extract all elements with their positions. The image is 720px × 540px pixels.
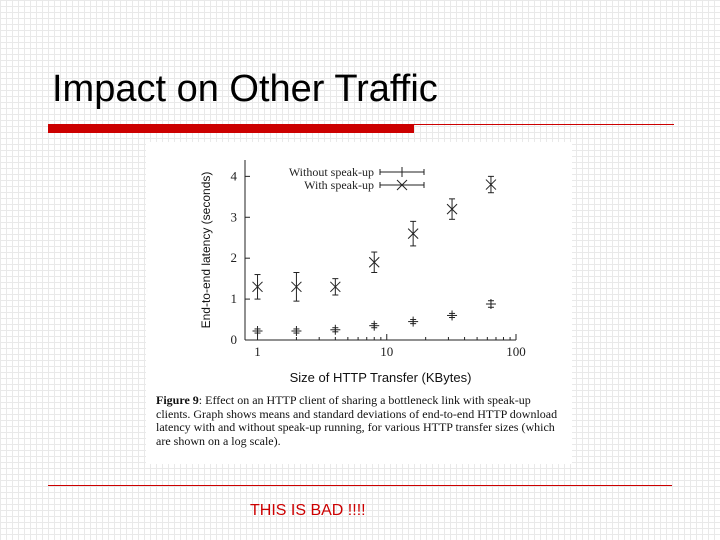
caption-text: : Effect on an HTTP client of sharing a … xyxy=(156,393,558,448)
x-axis-label: Size of HTTP Transfer (KBytes) xyxy=(290,370,472,385)
point-with-speakup xyxy=(407,228,419,239)
y-tick-label: 2 xyxy=(231,250,238,265)
legend-marker xyxy=(396,179,408,191)
point-without-speakup xyxy=(252,326,263,336)
x-tick-label: 1 xyxy=(254,344,261,359)
bottom-rule xyxy=(48,485,672,486)
slide-title: Impact on Other Traffic xyxy=(52,68,438,110)
y-tick-label: 3 xyxy=(231,209,238,224)
point-without-speakup xyxy=(485,299,496,309)
title-rule xyxy=(414,124,674,125)
caption-label: Figure 9 xyxy=(156,393,199,407)
x-tick-label: 10 xyxy=(380,344,393,359)
point-with-speakup xyxy=(446,203,458,215)
point-without-speakup xyxy=(408,316,419,327)
y-axis-label: End-to-end latency (seconds) xyxy=(199,172,213,329)
point-with-speakup xyxy=(329,281,341,293)
point-with-speakup xyxy=(291,281,302,293)
y-tick-label: 0 xyxy=(231,332,238,347)
point-without-speakup xyxy=(330,324,341,335)
point-without-speakup xyxy=(369,320,380,331)
latency-chart: 0 1 2 3 4 1 10 100 Size of HTTP Transfer (KBytes… xyxy=(199,160,526,385)
title-accent-bar xyxy=(48,124,414,133)
legend-marker xyxy=(397,167,407,177)
y-tick-label: 4 xyxy=(231,168,238,183)
point-without-speakup xyxy=(447,310,458,321)
point-with-speakup xyxy=(252,281,263,293)
point-without-speakup xyxy=(291,326,302,336)
point-with-speakup xyxy=(485,179,497,190)
point-with-speakup xyxy=(368,256,380,268)
footer-note: THIS IS BAD !!!! xyxy=(250,502,366,519)
figure-caption: Figure 9: Effect on an HTTP client of sh… xyxy=(156,393,566,448)
legend-label: Without speak-up xyxy=(289,165,374,179)
y-tick-label: 1 xyxy=(231,291,238,306)
x-tick-label: 100 xyxy=(506,344,526,359)
legend-label: With speak-up xyxy=(304,178,374,192)
figure-panel: 0 1 2 3 4 1 10 100 Size of HTTP Transfer (KBytes… xyxy=(146,142,572,464)
